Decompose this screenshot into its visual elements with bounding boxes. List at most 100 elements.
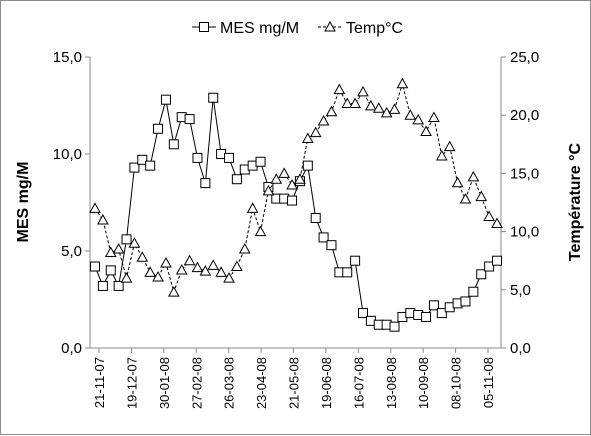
- temp-data-point: [175, 263, 188, 275]
- temp-data-point: [325, 105, 338, 117]
- temp-data-point: [262, 184, 275, 196]
- temp-data-point: [443, 140, 456, 152]
- temp-data-point: [491, 217, 503, 228]
- right-y-tick-label: 10,0: [510, 224, 539, 241]
- temp-data-point: [191, 261, 204, 273]
- right-y-tick-label: 20,0: [510, 107, 539, 124]
- temp-data-point: [365, 99, 377, 111]
- x-tick-label: 27-02-08: [189, 357, 204, 409]
- mes-data-point: [460, 296, 471, 307]
- temp-data-point: [451, 176, 464, 188]
- mes-data-point: [105, 265, 116, 276]
- legend-entry-mes: MES mg/M: [192, 20, 299, 37]
- mes-data-point: [192, 152, 203, 163]
- right-y-tick-label: 25,0: [510, 49, 539, 66]
- mes-data-point: [484, 261, 495, 272]
- temp-data-point: [199, 265, 212, 276]
- legend-temp-label: Temp°C: [346, 20, 403, 37]
- temp-data-point: [483, 210, 495, 221]
- mes-data-point: [255, 156, 266, 167]
- temp-data-point: [160, 256, 172, 268]
- temp-data-point: [112, 243, 125, 254]
- temp-data-point: [286, 179, 298, 190]
- temp-data-point: [420, 125, 432, 136]
- left-y-tick-label: 15,0: [53, 49, 82, 66]
- temp-data-point: [246, 202, 259, 213]
- mes-data-point: [129, 162, 140, 173]
- mes-data-point: [326, 240, 337, 251]
- temp-data-point: [97, 213, 109, 225]
- temp-data-point: [396, 77, 409, 89]
- temp-data-point: [104, 246, 117, 258]
- series-line-mes: [94, 97, 498, 328]
- temp-data-point: [475, 190, 488, 202]
- mes-data-point: [476, 269, 487, 280]
- mes-data-point: [231, 174, 242, 185]
- temp-data-point: [215, 266, 227, 277]
- x-tick-label: 21-05-08: [287, 357, 302, 409]
- mes-data-point: [302, 160, 313, 171]
- x-tick-label: 23-04-08: [254, 357, 269, 409]
- mes-data-point: [168, 139, 179, 150]
- temp-data-point: [120, 272, 133, 283]
- temp-data-point: [388, 103, 401, 114]
- mes-data-point: [421, 311, 432, 322]
- mes-data-point: [492, 255, 502, 266]
- temp-data-point: [404, 109, 417, 120]
- temp-data-point: [301, 132, 314, 143]
- temp-data-point: [459, 192, 472, 204]
- mes-data-point: [287, 195, 298, 206]
- left-y-axis-ticks: 0,0 5,0 10,0 15,0: [53, 49, 90, 357]
- temp-data-point: [144, 266, 157, 277]
- mes-data-point: [318, 232, 329, 243]
- temp-data-point: [207, 259, 220, 270]
- temp-data-point: [467, 170, 480, 182]
- temp-data-point: [333, 83, 346, 95]
- mes-data-point: [160, 94, 171, 105]
- legend-temp-triangle-marker: [324, 20, 336, 32]
- mes-data-point: [200, 178, 211, 189]
- series-layer: [89, 77, 503, 332]
- left-y-tick-label: 10,0: [53, 146, 82, 163]
- x-tick-label: 05-11-08: [481, 357, 496, 408]
- temp-data-point: [428, 111, 440, 123]
- mes-data-point: [121, 234, 132, 245]
- temp-data-point: [167, 286, 180, 297]
- temp-data-point: [412, 113, 425, 125]
- temp-data-point: [223, 272, 235, 283]
- temp-data-point: [380, 106, 393, 118]
- x-tick-label: 26-03-08: [222, 357, 237, 409]
- temp-data-point: [349, 97, 361, 109]
- x-tick-label: 16-07-08: [351, 357, 366, 409]
- x-axis-ticks: 21-11-07 19-12-07 30-01-08 27-02-08 26-03-08…: [92, 348, 496, 409]
- x-tick-label: 10-09-08: [416, 357, 431, 409]
- legend-entry-temp: Temp°C: [318, 20, 403, 37]
- mes-data-point: [184, 114, 195, 125]
- left-axis-title: MES mg/M: [15, 162, 32, 243]
- x-tick-label: 13-08-08: [384, 357, 399, 409]
- temp-data-point: [309, 126, 322, 138]
- mes-data-point: [428, 300, 439, 311]
- mes-data-point: [350, 255, 361, 266]
- left-y-tick-label: 0,0: [61, 340, 82, 357]
- x-tick-label: 19-06-08: [319, 357, 334, 409]
- mes-data-point: [224, 152, 234, 163]
- right-y-tick-label: 0,0: [510, 340, 531, 357]
- right-y-tick-label: 5,0: [510, 282, 531, 299]
- temp-data-point: [317, 114, 330, 126]
- temp-data-point: [372, 102, 385, 113]
- temp-data-point: [152, 270, 164, 282]
- series-line-temp: [94, 81, 498, 294]
- temp-data-point: [136, 251, 149, 262]
- x-tick-label: 08-10-08: [449, 357, 464, 409]
- legend-mes-square-marker: [199, 22, 209, 32]
- temp-data-point: [357, 85, 369, 97]
- mes-data-point: [389, 321, 400, 332]
- temp-data-point: [238, 243, 251, 254]
- mes-data-point: [97, 280, 108, 291]
- mes-data-point: [145, 160, 156, 171]
- mes-data-point: [153, 123, 164, 134]
- temp-data-point: [435, 149, 448, 161]
